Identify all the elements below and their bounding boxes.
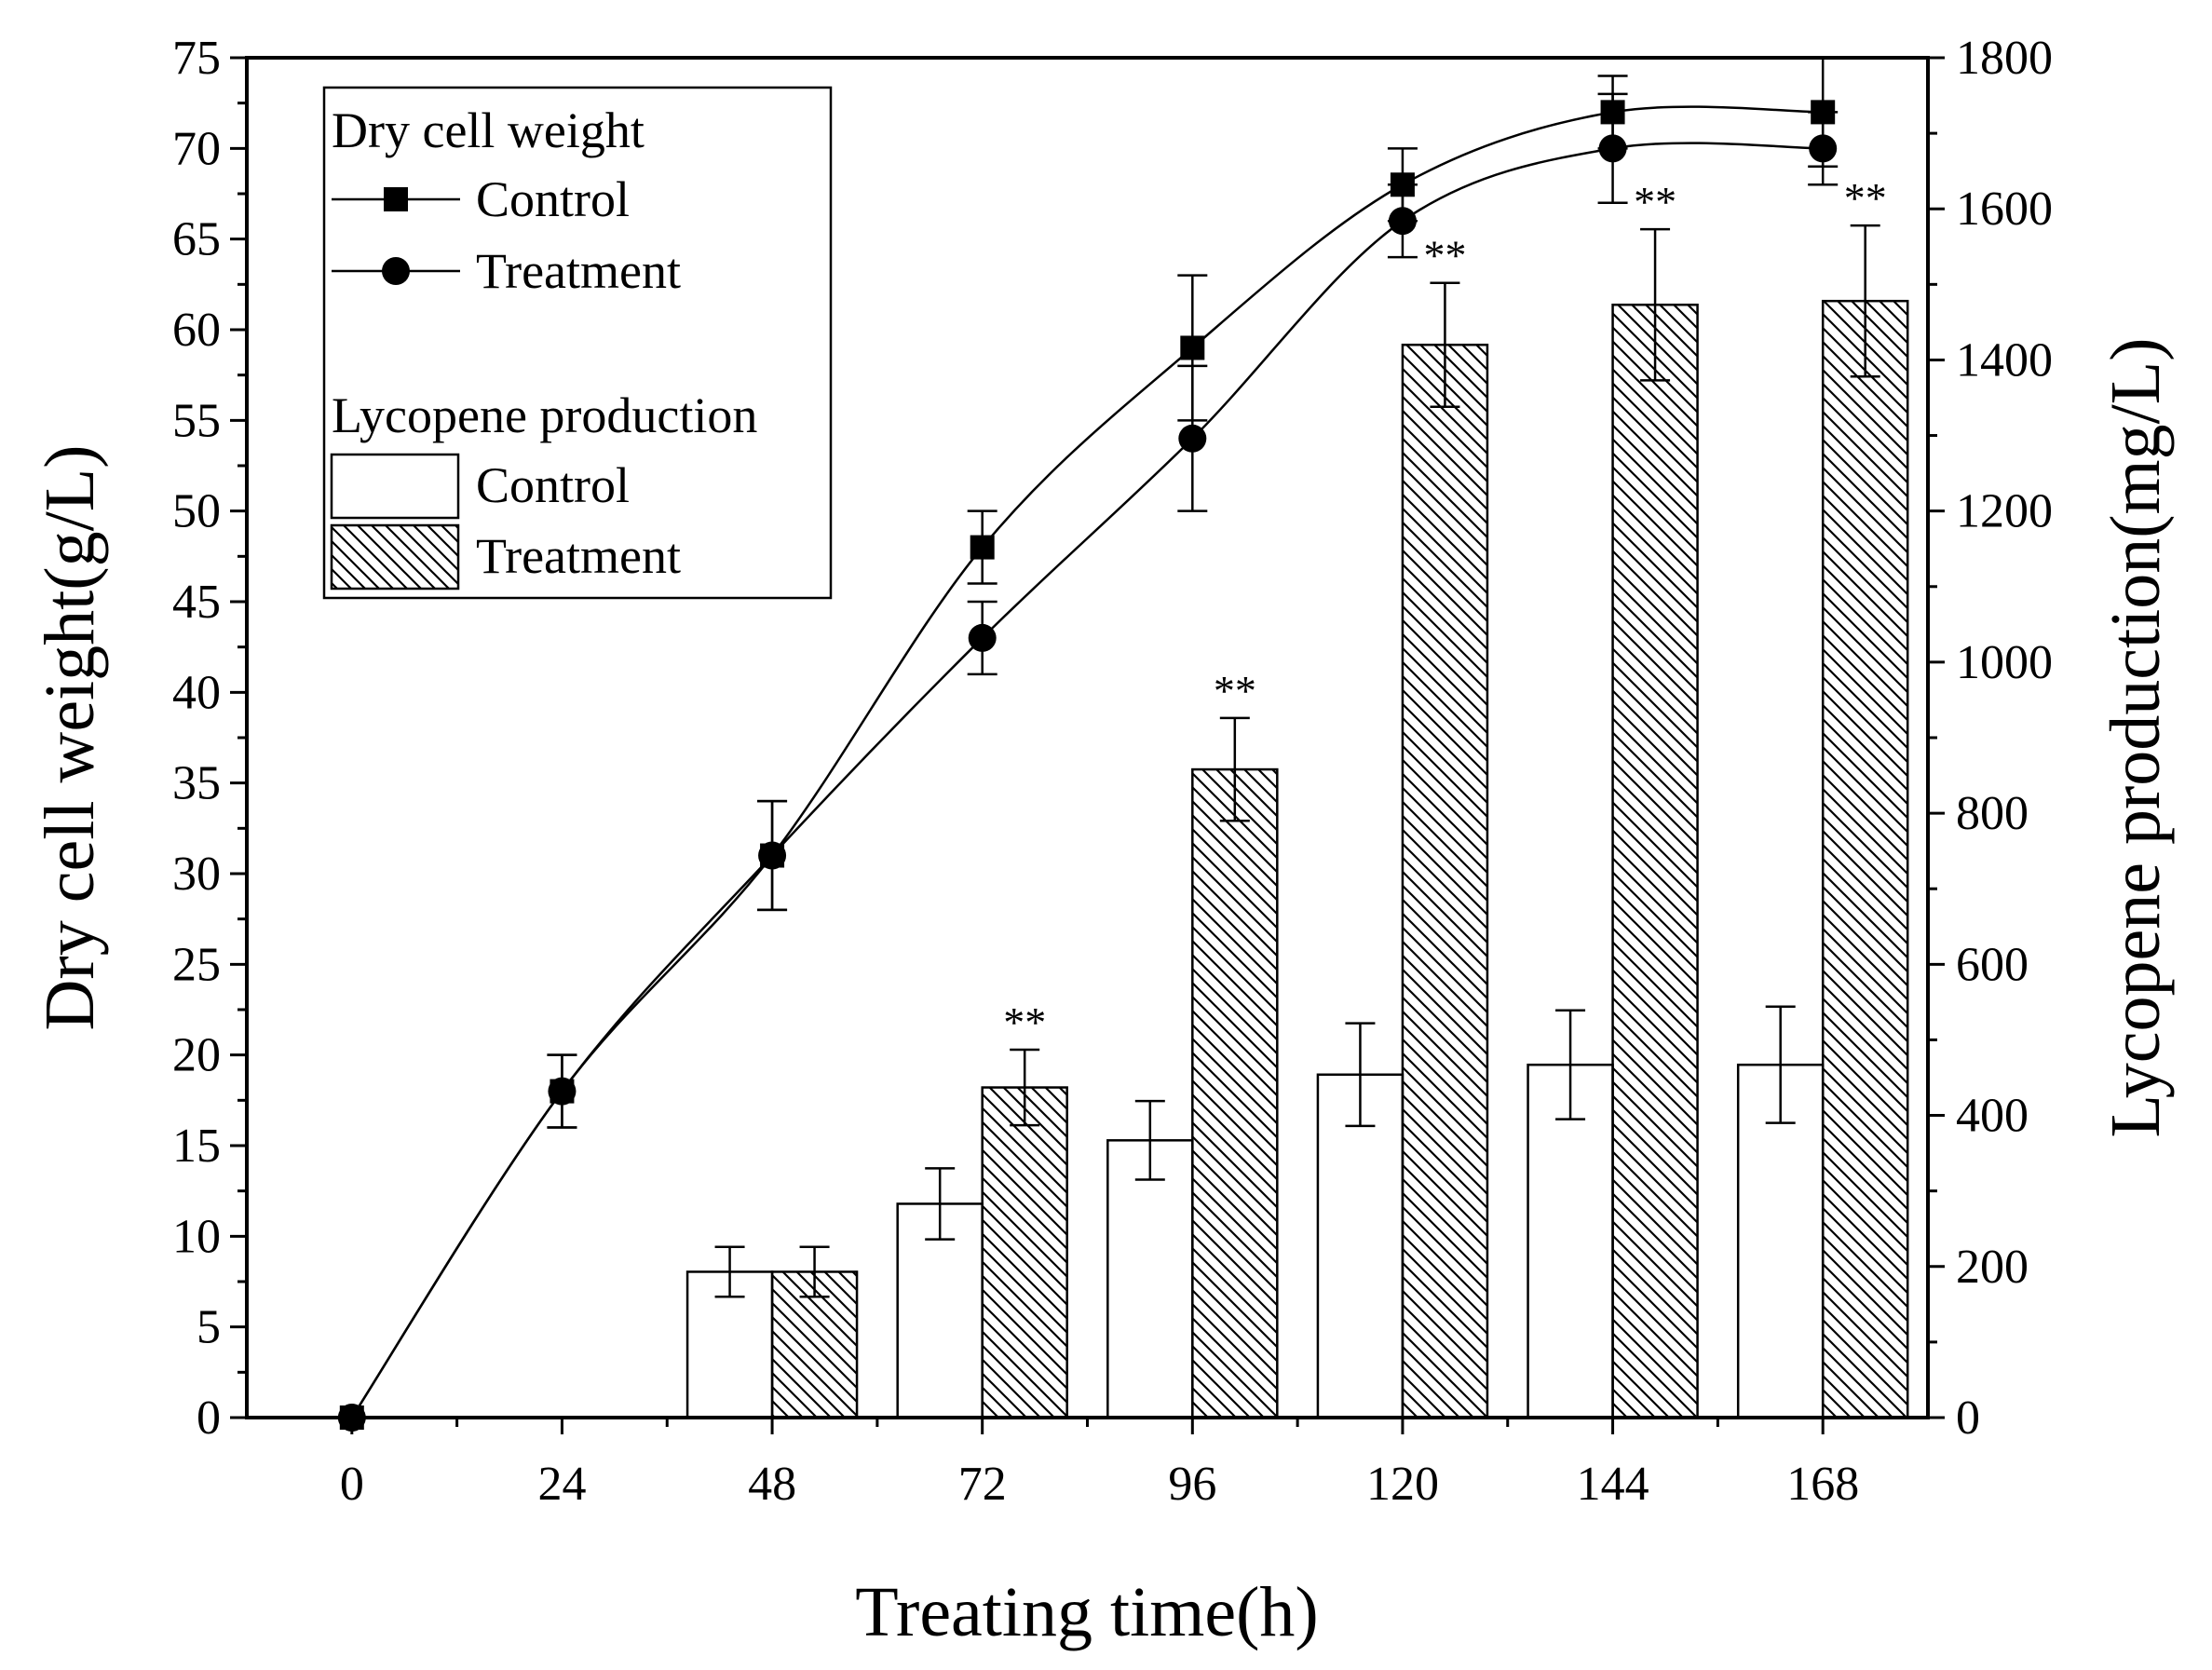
- significance-label-120: **: [1423, 232, 1466, 279]
- y-left-tick-label: 45: [172, 576, 221, 629]
- line-layer: [337, 56, 1839, 1432]
- legend-square-marker-icon: [384, 187, 408, 211]
- significance-label-72: **: [1003, 998, 1046, 1046]
- x-tick-label: 0: [340, 1458, 364, 1511]
- y-left-tick-label: 20: [172, 1029, 221, 1082]
- point-treatment-144: [1598, 134, 1627, 163]
- bar-treatment-120: [1401, 343, 1489, 1419]
- tick-layer: 0 24 48 72 96 120 144 168 0 5 10 15 20 25 30 35 40 45 50 55…: [172, 32, 2053, 1511]
- y-right-tick-label: 1800: [1956, 32, 2053, 85]
- legend-bar-treatment-swatch: [330, 523, 460, 591]
- significance-label-168: **: [1844, 174, 1887, 222]
- legend-line-treatment-label: Treatment: [476, 243, 681, 299]
- x-tick-label: 120: [1366, 1458, 1439, 1511]
- y-left-tick-label: 55: [172, 394, 221, 447]
- significance-label-96: **: [1214, 667, 1256, 714]
- y-left-tick-label: 0: [197, 1392, 221, 1445]
- y-left-tick-label: 5: [197, 1301, 221, 1354]
- point-treatment-96: [1178, 424, 1207, 453]
- y-left-tick-label: 30: [172, 848, 221, 901]
- legend-bar-control-swatch: [330, 453, 460, 520]
- y-right-tick-label: 800: [1956, 787, 2029, 840]
- legend-group2-title: Lycopene production: [332, 387, 757, 443]
- x-tick-label: 144: [1577, 1458, 1649, 1511]
- legend: Dry cell weight Control Treatment Lycope…: [322, 86, 833, 600]
- point-control-72: [970, 535, 995, 560]
- significance-label-144: **: [1634, 178, 1676, 225]
- bar-treatment-168: [1821, 299, 1909, 1419]
- right-axis-title: Lycopene production(mg/L): [2097, 338, 2175, 1138]
- y-right-tick-label: 400: [1956, 1090, 2029, 1143]
- x-axis-title: Treating time(h): [855, 1573, 1318, 1651]
- point-treatment-24: [548, 1077, 577, 1106]
- bar-control-96: [1106, 1139, 1194, 1419]
- left-axis-title: Dry cell weight(g/L): [31, 445, 109, 1031]
- point-treatment-72: [968, 623, 997, 652]
- bar-treatment-96: [1191, 767, 1279, 1419]
- bar-treatment-72: [981, 1086, 1068, 1419]
- y-left-tick-label: 50: [172, 485, 221, 538]
- bar-treatment-144: [1611, 303, 1699, 1419]
- bar-layer: ** ** ** ** **: [685, 174, 1909, 1419]
- y-left-tick-label: 60: [172, 304, 221, 357]
- legend-bar-control-label: Control: [476, 457, 630, 513]
- y-left-tick-label: 70: [172, 122, 221, 175]
- x-tick-label: 24: [537, 1458, 586, 1511]
- y-right-tick-label: 0: [1956, 1392, 1980, 1445]
- y-right-tick-label: 600: [1956, 938, 2029, 991]
- y-left-tick-label: 40: [172, 666, 221, 719]
- x-tick-label: 96: [1168, 1458, 1216, 1511]
- y-left-tick-label: 15: [172, 1120, 221, 1173]
- y-right-tick-label: 1600: [1956, 183, 2053, 236]
- y-left-tick-label: 10: [172, 1210, 221, 1263]
- y-right-tick-label: 1200: [1956, 485, 2053, 538]
- legend-group1-title: Dry cell weight: [332, 102, 645, 158]
- y-left-tick-label: 35: [172, 757, 221, 810]
- point-treatment-120: [1388, 207, 1417, 236]
- y-left-tick-label: 25: [172, 938, 221, 991]
- legend-line-control-label: Control: [476, 171, 630, 227]
- point-treatment-48: [758, 841, 787, 870]
- y-left-tick-label: 65: [172, 213, 221, 266]
- y-right-tick-label: 200: [1956, 1241, 2029, 1294]
- x-tick-label: 168: [1786, 1458, 1859, 1511]
- legend-frame: [322, 86, 833, 600]
- y-right-tick-label: 1400: [1956, 333, 2053, 387]
- y-left-tick-label: 75: [172, 32, 221, 85]
- y-right-tick-label: 1000: [1956, 636, 2053, 689]
- legend-bar-treatment-label: Treatment: [476, 528, 681, 584]
- point-treatment-168: [1809, 134, 1838, 163]
- legend-circle-marker-icon: [382, 257, 410, 285]
- point-control-96: [1180, 335, 1205, 360]
- x-tick-label: 72: [958, 1458, 1007, 1511]
- x-tick-label: 48: [748, 1458, 796, 1511]
